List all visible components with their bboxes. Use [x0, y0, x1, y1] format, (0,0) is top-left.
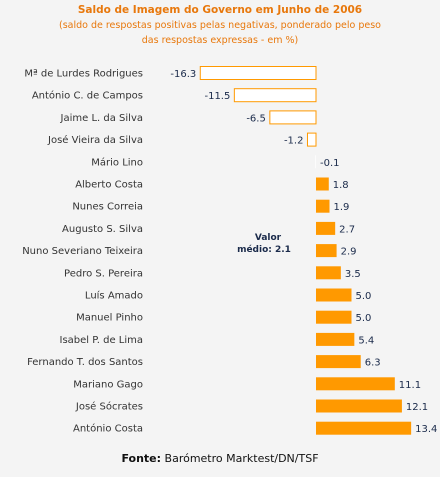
bar [316, 332, 355, 346]
bar [269, 110, 317, 125]
value-label: 2.9 [341, 247, 357, 258]
category-label: António Costa [73, 423, 143, 435]
bar-chart: Mª de Lurdes Rodrigues -16.3 António C. de… [22, 66, 437, 435]
value-label: -6.5 [246, 113, 266, 124]
value-label: 5.0 [356, 313, 372, 324]
bar [316, 377, 395, 391]
category-label: Alberto Costa [75, 180, 143, 191]
category-label: Pedro S. Pereira [64, 268, 143, 279]
category-label: Mariano Gago [73, 379, 143, 390]
bar [233, 88, 317, 103]
value-label: 5.0 [356, 291, 372, 302]
value-label: 3.5 [345, 269, 361, 280]
value-label: 13.4 [415, 424, 437, 435]
bar [316, 244, 337, 258]
bar [316, 177, 329, 191]
chart-title: Saldo de Imagem do Governo em Junho de 2… [77, 4, 363, 16]
value-label: 6.3 [365, 358, 381, 369]
source-prefix: Fonte: [121, 452, 162, 465]
bar [316, 221, 336, 235]
category-label: António C. de Campos [32, 90, 143, 102]
category-label: Augusto S. Silva [62, 224, 143, 235]
bar [316, 288, 352, 302]
category-label: Manuel Pinho [76, 313, 143, 324]
average-label-line2: médio: 2.1 [237, 244, 291, 255]
bar [316, 399, 402, 413]
category-label: Fernando T. dos Santos [27, 357, 143, 368]
category-label: Mário Lino [91, 156, 143, 168]
value-label: 12.1 [406, 402, 428, 413]
bar [316, 266, 341, 280]
category-label: Nunes Correia [72, 202, 143, 213]
bar [316, 310, 352, 324]
chart-subtitle-line2: das respostas expressas - em %) [141, 35, 299, 46]
source-text: Barómetro Marktest/DN/TSF [161, 452, 319, 465]
category-label: José Sócrates [75, 401, 143, 413]
value-label: -16.3 [170, 69, 196, 80]
category-label: Luís Amado [85, 290, 143, 302]
average-label-line1: Valor [255, 233, 282, 243]
value-label: 5.4 [358, 335, 374, 346]
bar [316, 355, 361, 369]
bar [306, 132, 317, 147]
value-label: -11.5 [204, 91, 230, 102]
bar [316, 199, 330, 213]
bar [316, 421, 412, 435]
source-note: Fonte: Barómetro Marktest/DN/TSF [0, 452, 440, 465]
value-label: 1.9 [333, 202, 349, 213]
chart-subtitle-line1: (saldo de respostas positivas pelas nega… [58, 20, 381, 31]
category-label: Isabel P. de Lima [60, 335, 143, 346]
value-label: 11.1 [399, 380, 421, 391]
value-label: -0.1 [320, 158, 340, 169]
bar [199, 66, 317, 80]
value-label: -1.2 [284, 136, 304, 147]
value-label: 2.7 [339, 224, 355, 235]
bar [315, 155, 316, 169]
category-label: Nuno Severiano Teixeira [22, 246, 143, 257]
category-label: Mª de Lurdes Rodrigues [24, 69, 143, 80]
category-label: Jaime L. da Silva [60, 113, 143, 124]
category-label: José Vieira da Silva [47, 134, 143, 146]
value-label: 1.8 [333, 180, 349, 191]
